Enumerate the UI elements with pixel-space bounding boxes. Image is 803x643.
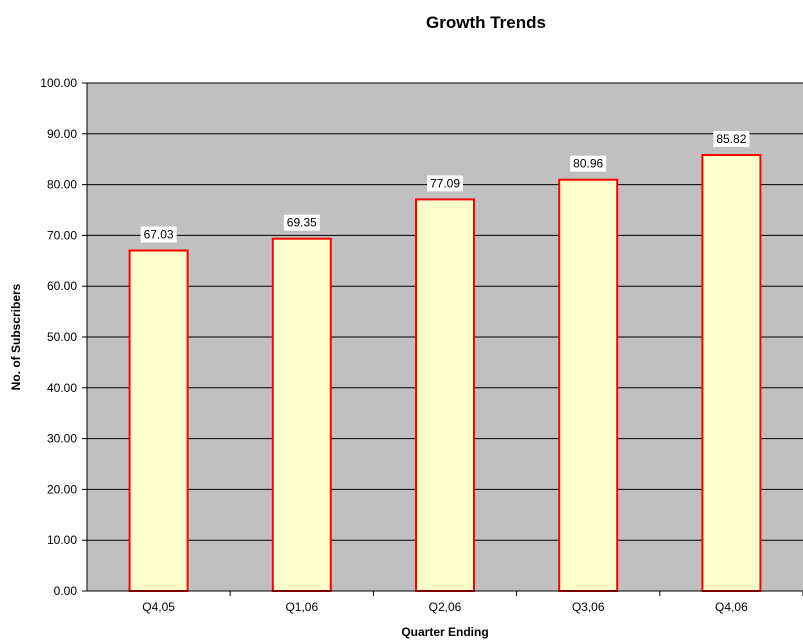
chart-title: Growth Trends [426,13,546,32]
bar [558,178,619,592]
x-tick-label: Q2,06 [429,600,462,614]
data-label-background [140,226,177,243]
y-tick-label: 50.00 [47,330,77,344]
x-tick-label: Q1,06 [285,600,318,614]
data-label: 85.82 [716,132,746,146]
bar [128,249,189,592]
y-tick-label: 40.00 [47,381,77,395]
y-tick-label: 70.00 [47,228,77,242]
data-labels: 67.03 69.35 77.09 80.96 85.82 [140,131,750,243]
data-label: 67.03 [144,227,174,241]
x-tick-label: Q4,06 [715,600,748,614]
data-label: 80.96 [573,157,603,171]
y-tick-label: 90.00 [47,127,77,141]
x-tick-label: Q4,05 [142,600,175,614]
data-label-background [427,175,463,192]
y-tick-label: 0.00 [54,584,78,598]
y-tick-label: 30.00 [47,432,77,446]
data-label-background [283,214,320,231]
data-label-background [713,131,750,148]
y-tick-label: 100.00 [40,76,77,90]
bars [128,154,762,592]
bar [271,237,332,592]
data-label-background [570,155,607,172]
y-tick-label: 60.00 [47,279,77,293]
y-tick-label: 80.00 [47,178,77,192]
data-label: 69.35 [287,216,317,230]
y-axis-ticks: 0.00 10.00 20.00 30.00 40.00 50.00 60.00 70.00 8… [40,76,87,598]
data-label: 77.09 [430,176,460,190]
x-axis-ticks: Q4,05 Q1,06 Q2,06 Q3,06 Q4,06 [142,591,803,614]
x-axis-title: Quarter Ending [401,625,488,639]
y-tick-label: 10.00 [47,533,77,547]
y-axis-title: No. of Subscribers [9,283,23,390]
bar [415,198,475,592]
x-tick-label: Q3,06 [572,600,605,614]
bar [701,154,762,592]
y-tick-label: 20.00 [47,482,77,496]
